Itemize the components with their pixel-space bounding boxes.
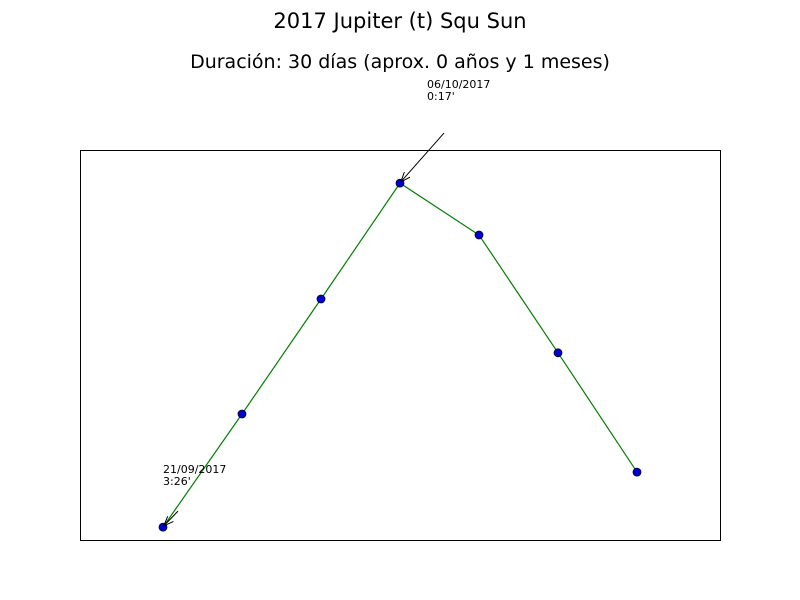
chart-subtitle: Duración: 30 días (aprox. 0 años y 1 mes…	[190, 51, 610, 73]
annotation-label: 0:17'	[427, 90, 455, 103]
plot-area-frame	[80, 150, 721, 541]
chart-title: 2017 Jupiter (t) Squ Sun	[273, 9, 527, 33]
annotation-arrow	[165, 510, 179, 525]
annotation-label: 06/10/2017	[427, 78, 490, 91]
data-point	[632, 467, 642, 477]
annotation-label: 21/09/2017	[163, 463, 226, 476]
annotation-label: 3:26'	[163, 475, 191, 488]
annotation-arrow	[402, 132, 445, 181]
data-point	[237, 409, 247, 419]
data-point	[474, 230, 484, 240]
data-point	[553, 348, 563, 358]
data-point	[316, 294, 326, 304]
